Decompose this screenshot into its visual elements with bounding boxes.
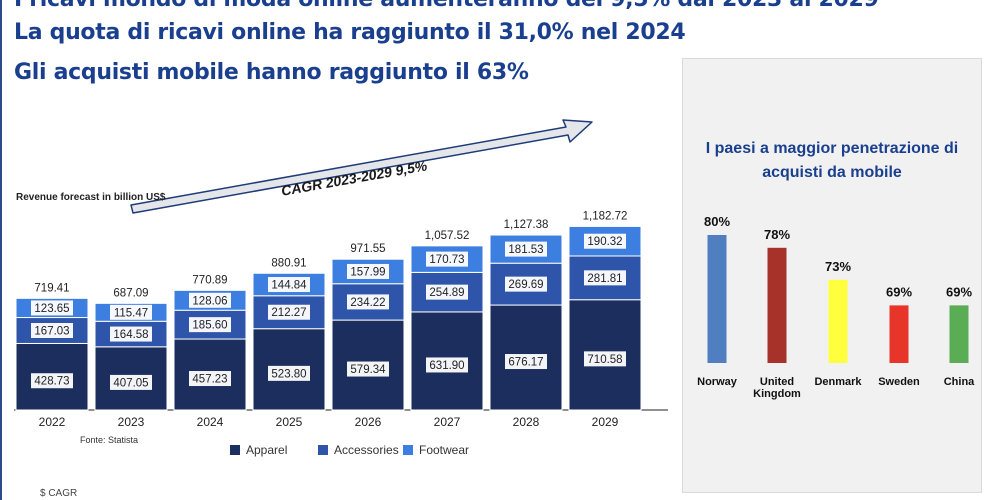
legend-label-accessories: Accessories xyxy=(334,443,399,457)
value-label-apparel-2024: 457.23 xyxy=(192,374,227,386)
value-label-apparel-2025: 523.80 xyxy=(271,368,306,380)
value-label-apparel-2029: 710.58 xyxy=(587,354,622,366)
value-label-united-kingdom: 78% xyxy=(764,227,790,242)
total-label-2024: 770.89 xyxy=(192,274,227,286)
value-label-bg-footwear-2024 xyxy=(189,292,231,308)
value-label-bg-apparel-2024 xyxy=(189,371,231,387)
value-label-denmark: 73% xyxy=(825,259,851,274)
value-label-footwear-2024: 128.06 xyxy=(192,295,227,307)
cagr-arrow xyxy=(130,119,593,214)
value-label-footwear-2029: 190.32 xyxy=(587,236,622,248)
legend-label-apparel: Apparel xyxy=(246,443,287,457)
total-label-2029: 1,182.72 xyxy=(583,210,628,222)
value-label-accessories-2028: 269.69 xyxy=(508,279,543,291)
legend-swatch-apparel xyxy=(230,445,240,455)
value-label-accessories-2023: 164.58 xyxy=(113,329,148,341)
x-tick-label-2027: 2027 xyxy=(434,415,461,429)
x-tick-label-2024: 2024 xyxy=(197,415,224,429)
value-label-bg-accessories-2023 xyxy=(110,326,152,342)
value-label-bg-accessories-2027 xyxy=(426,284,468,300)
value-label-bg-footwear-2029 xyxy=(584,233,626,249)
legend-swatch-accessories xyxy=(318,445,328,455)
value-label-apparel-2026: 579.34 xyxy=(350,364,386,376)
value-label-apparel-2027: 631.90 xyxy=(429,360,464,372)
value-label-bg-accessories-2029 xyxy=(584,270,626,286)
x-tick-label-2028: 2028 xyxy=(513,415,540,429)
footnote: $ CAGR xyxy=(40,488,78,499)
total-label-2023: 687.09 xyxy=(113,287,148,299)
value-label-bg-footwear-2028 xyxy=(505,241,547,257)
value-label-bg-apparel-2028 xyxy=(505,354,547,370)
value-label-bg-accessories-2024 xyxy=(189,317,231,333)
value-label-bg-apparel-2027 xyxy=(426,357,468,373)
value-label-bg-apparel-2025 xyxy=(268,365,310,381)
value-label-accessories-2022: 167.03 xyxy=(34,325,69,337)
value-label-footwear-2026: 157.99 xyxy=(350,266,385,278)
bar-denmark xyxy=(828,279,848,363)
value-label-accessories-2027: 254.89 xyxy=(429,287,464,299)
chart-source: Fonte: Statista xyxy=(80,435,138,445)
total-label-2027: 1,057.52 xyxy=(425,230,470,242)
x-tick-label-2029: 2029 xyxy=(592,415,619,429)
value-label-bg-apparel-2023 xyxy=(110,374,152,390)
x-tick-label-2025: 2025 xyxy=(276,415,303,429)
total-label-2026: 971.55 xyxy=(350,243,385,255)
value-label-bg-footwear-2027 xyxy=(426,251,468,267)
value-label-bg-accessories-2025 xyxy=(268,304,310,320)
x-tick-label-2023: 2023 xyxy=(118,415,145,429)
x-tick-label-2022: 2022 xyxy=(39,415,66,429)
bar-united-kingdom xyxy=(767,247,787,363)
value-label-bg-apparel-2026 xyxy=(347,361,389,377)
category-label-denmark: Denmark xyxy=(814,376,862,388)
legend-swatch-footwear xyxy=(403,445,413,455)
bar-sweden xyxy=(889,305,909,363)
value-label-bg-apparel-2029 xyxy=(584,351,626,367)
revenue-forecast-chart: CAGR 2023-2029 9,5%Revenue forecast in b… xyxy=(14,119,668,457)
value-label-bg-footwear-2026 xyxy=(347,263,389,279)
category-label-china: China xyxy=(944,376,975,388)
headline-mobile-share: Gli acquisti mobile hanno raggiunto il 6… xyxy=(14,60,529,85)
value-label-bg-footwear-2023 xyxy=(110,304,152,320)
bar-footwear-2028 xyxy=(489,234,563,264)
headline-revenue-growth: I ricavi mondo di moda online aumenteran… xyxy=(14,0,879,12)
left-border xyxy=(0,0,2,500)
value-label-apparel-2023: 407.05 xyxy=(113,377,148,389)
value-label-accessories-2024: 185.60 xyxy=(192,320,227,332)
value-label-footwear-2027: 170.73 xyxy=(429,254,464,266)
total-label-2028: 1,127.38 xyxy=(504,219,549,231)
category-label-sweden: Sweden xyxy=(878,376,920,388)
value-label-bg-footwear-2022 xyxy=(31,300,73,316)
category-label-united-kingdom: United xyxy=(760,376,794,388)
value-label-accessories-2025: 212.27 xyxy=(271,307,306,319)
value-label-bg-accessories-2022 xyxy=(31,322,73,338)
bar-china xyxy=(949,305,969,363)
value-label-apparel-2022: 428.73 xyxy=(34,376,69,388)
mobile-penetration-panel: I paesi a maggior penetrazione di acquis… xyxy=(682,58,982,493)
panel-title: I paesi a maggior penetrazione di acquis… xyxy=(705,140,959,181)
value-label-footwear-2022: 123.65 xyxy=(34,303,69,315)
total-label-2022: 719.41 xyxy=(34,282,69,294)
chart-subtitle: Revenue forecast in billion US$ xyxy=(16,192,166,203)
value-label-bg-footwear-2025 xyxy=(268,277,310,293)
category-label-norway: Norway xyxy=(697,376,738,388)
x-tick-label-2026: 2026 xyxy=(355,415,382,429)
headline-online-share: La quota di ricavi online ha raggiunto i… xyxy=(14,20,686,45)
value-label-bg-accessories-2026 xyxy=(347,294,389,310)
legend-label-footwear: Footwear xyxy=(419,443,469,457)
value-label-footwear-2028: 181.53 xyxy=(508,244,543,256)
value-label-apparel-2028: 676.17 xyxy=(508,357,543,369)
bar-norway xyxy=(707,235,727,363)
value-label-accessories-2026: 234.22 xyxy=(350,297,385,309)
value-label-sweden: 69% xyxy=(886,284,912,299)
total-label-2025: 880.91 xyxy=(271,257,306,269)
category-label-united-kingdom-line2: Kingdom xyxy=(753,388,801,400)
value-label-norway: 80% xyxy=(704,214,730,229)
value-label-accessories-2029: 281.81 xyxy=(587,273,622,285)
value-label-footwear-2023: 115.47 xyxy=(114,307,148,319)
value-label-bg-accessories-2028 xyxy=(505,276,547,292)
value-label-bg-apparel-2022 xyxy=(31,373,73,389)
value-label-footwear-2025: 144.84 xyxy=(271,280,307,292)
value-label-china: 69% xyxy=(946,284,972,299)
